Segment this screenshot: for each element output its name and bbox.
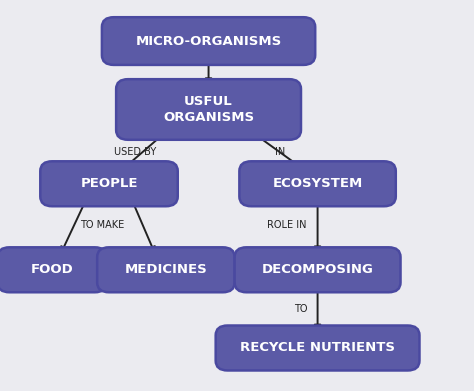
FancyBboxPatch shape [102, 17, 315, 65]
Text: MEDICINES: MEDICINES [125, 263, 207, 276]
Text: USFUL
ORGANISMS: USFUL ORGANISMS [163, 95, 254, 124]
Text: RECYCLE NUTRIENTS: RECYCLE NUTRIENTS [240, 341, 395, 355]
Text: ECOSYSTEM: ECOSYSTEM [273, 177, 363, 190]
FancyBboxPatch shape [40, 161, 178, 206]
Text: IN: IN [274, 147, 285, 157]
Text: MICRO-ORGANISMS: MICRO-ORGANISMS [136, 34, 282, 48]
Text: USED BY: USED BY [114, 147, 156, 157]
Text: DECOMPOSING: DECOMPOSING [262, 263, 374, 276]
FancyBboxPatch shape [235, 248, 401, 292]
Text: TO MAKE: TO MAKE [80, 220, 124, 230]
FancyBboxPatch shape [97, 248, 235, 292]
FancyBboxPatch shape [239, 161, 396, 206]
Text: PEOPLE: PEOPLE [80, 177, 138, 190]
FancyBboxPatch shape [116, 79, 301, 140]
Text: FOOD: FOOD [31, 263, 73, 276]
Text: ROLE IN: ROLE IN [267, 220, 307, 230]
FancyBboxPatch shape [0, 248, 107, 292]
Text: TO: TO [294, 304, 308, 314]
FancyBboxPatch shape [216, 325, 419, 371]
